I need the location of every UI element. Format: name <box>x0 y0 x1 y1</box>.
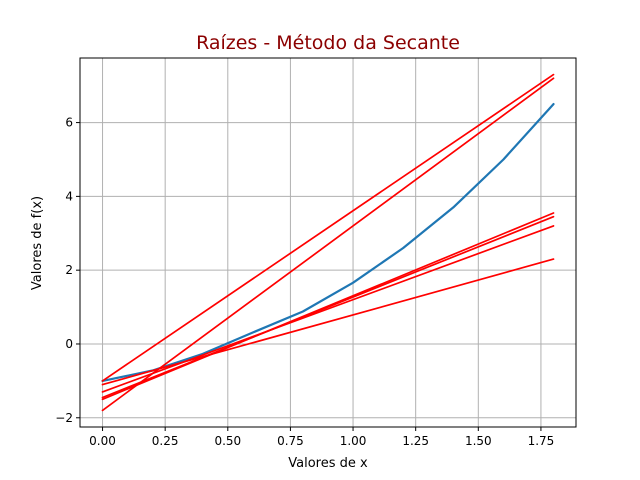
y-tick-label: 6 <box>65 116 73 130</box>
plot-frame <box>79 57 577 428</box>
secant-line <box>101 77 555 412</box>
x-tick-label: 0.25 <box>152 434 179 448</box>
secant-line <box>101 212 555 401</box>
y-tick-label: −2 <box>55 411 73 425</box>
y-tick-label: 4 <box>65 189 73 203</box>
x-tick-label: 1.00 <box>340 434 367 448</box>
y-axis-label: Valores de f(x) <box>30 196 45 290</box>
x-tick-label: 0.75 <box>277 434 304 448</box>
x-tick-label: 1.50 <box>465 434 492 448</box>
x-tick-label: 1.25 <box>402 434 429 448</box>
y-tick-label: 2 <box>65 263 73 277</box>
x-tick-label: 0.00 <box>89 434 116 448</box>
function-curve <box>101 102 555 382</box>
y-tick-label: 0 <box>65 337 73 351</box>
chart-title: Raízes - Método da Secante <box>196 32 460 54</box>
x-tick-label: 0.50 <box>214 434 241 448</box>
secant-line <box>101 73 555 382</box>
secant-line <box>101 225 555 393</box>
x-axis-label: Valores de x <box>288 456 368 471</box>
plot-series <box>101 73 555 412</box>
axis-ticks: 0.00 0.25 0.50 0.75 1.00 1.25 1.50 1.75 −2 0 2 4 6 <box>55 116 554 448</box>
x-tick-label: 1.75 <box>528 434 555 448</box>
